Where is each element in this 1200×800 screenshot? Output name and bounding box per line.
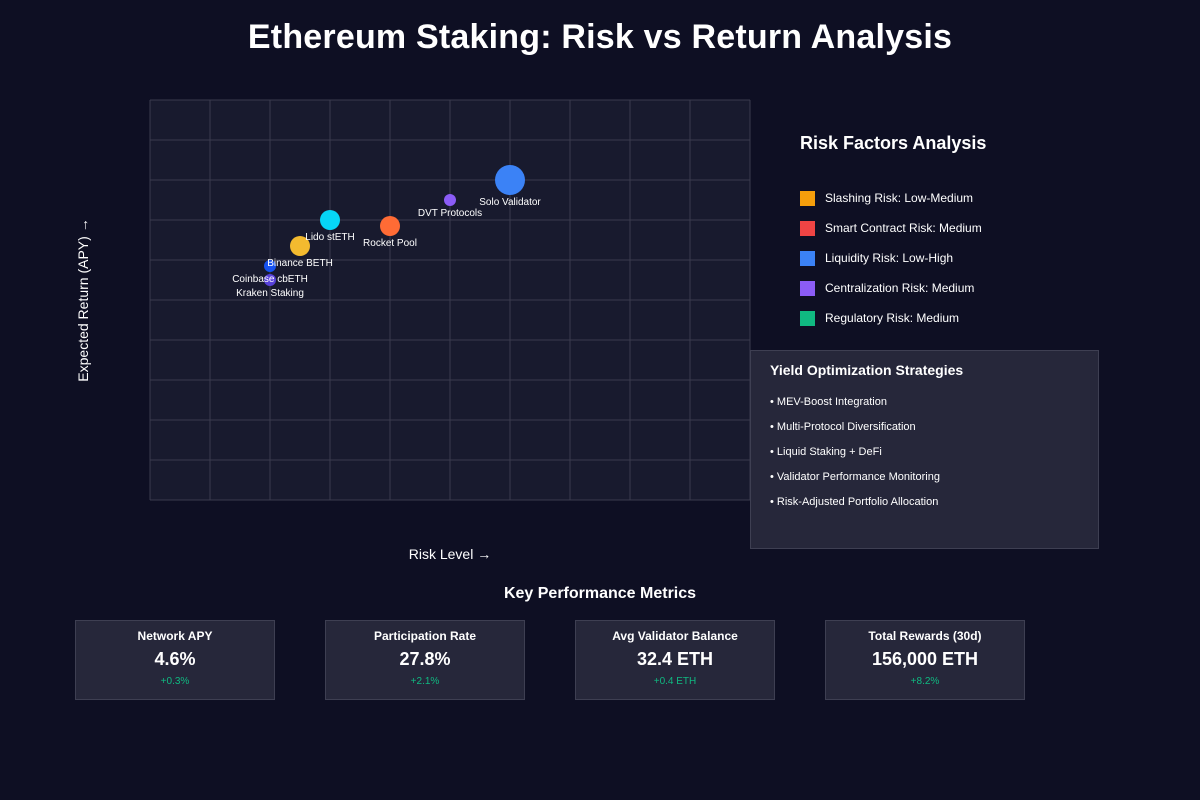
data-label: Rocket Pool bbox=[363, 238, 417, 249]
strategy-item: • MEV-Boost Integration bbox=[770, 396, 887, 408]
data-label: DVT Protocols bbox=[418, 208, 482, 219]
metric-change: +0.3% bbox=[160, 676, 190, 687]
metric-card-total-rewards: Total Rewards (30d) 156,000 ETH +8.2% bbox=[825, 620, 1025, 700]
legend-swatch bbox=[800, 310, 815, 326]
metric-label: Total Rewards (30d) bbox=[868, 629, 982, 643]
strategies-title: Yield Optimization Strategies bbox=[770, 362, 964, 378]
x-axis-label: Risk Level → bbox=[408, 546, 492, 562]
data-point bbox=[264, 260, 276, 272]
risk-factors-title: Risk Factors Analysis bbox=[800, 133, 987, 153]
legend-label: Smart Contract Risk: Medium bbox=[825, 221, 982, 235]
legend-item-regulatory: Regulatory Risk: Medium bbox=[800, 310, 959, 326]
data-point bbox=[380, 216, 400, 236]
metric-card-participation-rate: Participation Rate 27.8% +2.1% bbox=[325, 620, 525, 700]
data-label: Binance BETH bbox=[267, 258, 333, 269]
metrics-title: Key Performance Metrics bbox=[503, 585, 697, 602]
legend-item-liquidity: Liquidity Risk: Low-High bbox=[800, 250, 953, 266]
data-point bbox=[320, 210, 340, 230]
data-label: Lido stETH bbox=[305, 232, 354, 243]
metric-change: +0.4 ETH bbox=[653, 676, 697, 687]
strategies-panel: Yield Optimization Strategies • MEV-Boos… bbox=[750, 350, 1099, 549]
metric-value: 32.4 ETH bbox=[636, 649, 714, 669]
chart-title: Ethereum Staking: Risk vs Return Analysi… bbox=[247, 18, 953, 56]
legend-item-smart-contract: Smart Contract Risk: Medium bbox=[800, 220, 982, 236]
data-label: Coinbase cbETH bbox=[232, 274, 308, 285]
metric-value: 4.6% bbox=[154, 649, 196, 669]
strategy-item: • Liquid Staking + DeFi bbox=[770, 446, 882, 458]
data-point bbox=[264, 274, 276, 286]
legend-swatch bbox=[800, 280, 815, 296]
metric-card-network-apy: Network APY 4.6% +0.3% bbox=[75, 620, 275, 700]
strategy-item: • Risk-Adjusted Portfolio Allocation bbox=[770, 496, 939, 508]
metric-label: Network APY bbox=[137, 629, 213, 643]
data-point bbox=[444, 194, 456, 206]
metric-card-avg-validator-balance: Avg Validator Balance 32.4 ETH +0.4 ETH bbox=[575, 620, 775, 700]
legend-item-centralization: Centralization Risk: Medium bbox=[800, 280, 974, 296]
legend-label: Slashing Risk: Low-Medium bbox=[825, 191, 974, 205]
metric-label: Avg Validator Balance bbox=[612, 629, 738, 643]
y-axis-label: Expected Return (APY) → bbox=[75, 218, 91, 382]
metric-value: 156,000 ETH bbox=[871, 649, 979, 669]
legend-item-slashing: Slashing Risk: Low-Medium bbox=[800, 190, 973, 206]
legend-label: Liquidity Risk: Low-High bbox=[825, 251, 954, 265]
metric-change: +8.2% bbox=[910, 676, 940, 687]
metric-label: Participation Rate bbox=[373, 629, 477, 643]
metric-value: 27.8% bbox=[399, 649, 451, 669]
data-point bbox=[290, 236, 310, 256]
data-points bbox=[264, 165, 525, 286]
metric-change: +2.1% bbox=[410, 676, 440, 687]
data-label: Solo Validator bbox=[479, 197, 541, 208]
grid bbox=[149, 99, 751, 501]
data-label: Kraken Staking bbox=[236, 288, 304, 299]
legend-swatch bbox=[800, 220, 815, 236]
legend-swatch bbox=[800, 190, 815, 206]
strategy-item: • Validator Performance Monitoring bbox=[770, 471, 940, 483]
data-point bbox=[495, 165, 525, 195]
strategy-item: • Multi-Protocol Diversification bbox=[770, 421, 916, 433]
legend-label: Regulatory Risk: Medium bbox=[825, 311, 960, 325]
legend-swatch bbox=[800, 250, 815, 266]
legend-label: Centralization Risk: Medium bbox=[825, 281, 975, 295]
